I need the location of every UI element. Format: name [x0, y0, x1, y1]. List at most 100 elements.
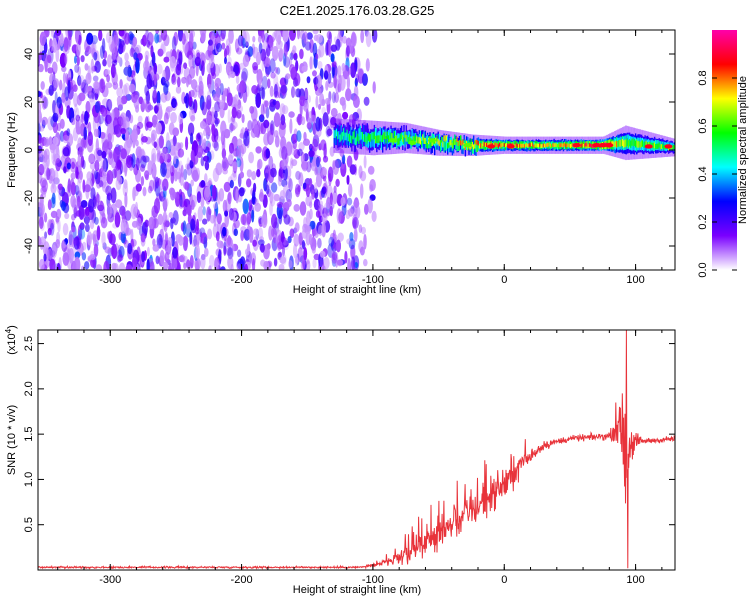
spectrogram-noise-speck — [62, 252, 70, 266]
spectrogram-noise-speck — [101, 231, 106, 247]
spectrogram-band-cell — [552, 143, 554, 147]
spectrogram-noise-speck — [107, 121, 114, 137]
spectrogram-noise-speck — [173, 31, 179, 46]
spectrogram-noise-speck — [155, 176, 159, 189]
spectrogram-noise-speck — [97, 204, 104, 211]
spectrogram-band-cell — [403, 137, 405, 144]
spectrogram-band-cell — [350, 127, 352, 142]
spectrogram-noise-speck — [277, 176, 282, 187]
spectrogram-band-cell — [386, 134, 389, 149]
spectrogram-noise-speck — [46, 167, 50, 181]
spectrogram-noise-speck — [369, 194, 376, 201]
spectrogram-noise-speck — [258, 79, 262, 88]
spectrogram-noise-speck — [98, 180, 104, 188]
spectrogram-noise-speck — [104, 246, 111, 254]
spectrogram-noise-speck — [211, 124, 216, 136]
spectrogram-noise-speck — [101, 150, 107, 159]
spectrogram-band-cell — [370, 133, 372, 142]
spectrogram-noise-speck — [332, 160, 336, 171]
spectrogram-noise-speck — [120, 231, 126, 244]
spectrogram-noise-speck — [55, 143, 60, 155]
spectrogram-band-cell — [528, 143, 530, 147]
spectrogram-noise-speck — [335, 178, 340, 187]
spectrogram-noise-speck — [211, 72, 217, 80]
spectrogram-noise-speck — [336, 208, 342, 224]
spectrogram-noise-speck — [269, 201, 273, 216]
spectrogram-noise-speck — [43, 253, 47, 262]
spectrogram-noise-speck — [244, 127, 249, 139]
spectrogram-noise-speck — [82, 159, 86, 170]
spectrogram-noise-speck — [214, 257, 220, 270]
spectrogram-noise-speck — [40, 185, 48, 195]
spectrogram-noise-speck — [101, 171, 107, 179]
spectrogram-noise-speck — [47, 138, 53, 146]
spectrogram-noise-speck — [274, 66, 278, 74]
spectrogram-noise-speck — [202, 138, 207, 150]
spectrogram-noise-speck — [359, 246, 365, 256]
spectrogram-noise-speck — [102, 58, 107, 67]
spectrogram-noise-speck — [214, 83, 219, 92]
spectrogram-hot-spot — [428, 138, 436, 143]
spectrogram-noise-speck — [278, 264, 285, 270]
spectrogram-band-cell — [445, 140, 448, 152]
spectrogram-noise-speck — [107, 133, 112, 143]
spectrogram-noise-speck — [270, 167, 277, 178]
spectrogram-noise-speck — [359, 183, 364, 199]
spectrogram-band-cell — [396, 135, 398, 149]
spectrogram-noise-speck — [251, 171, 257, 181]
spectrogram-band-cell — [357, 133, 359, 142]
spectrogram-noise-speck — [330, 107, 338, 118]
snr-x-ticks: -300 -200 -100 0 100 — [57, 330, 663, 586]
spectrogram-noise-speck — [172, 191, 177, 199]
spectrogram-noise-speck — [294, 222, 300, 233]
spectrogram-band-cell — [586, 143, 588, 148]
spectrogram-noise-speck — [59, 79, 63, 91]
spectrogram-band-cell — [354, 129, 357, 144]
spectrogram-noise-speck — [325, 80, 329, 91]
spectrogram-noise-speck — [178, 189, 183, 198]
spectrogram-noise-speck — [111, 160, 117, 169]
spectrogram-band-cell — [653, 142, 656, 148]
spectrogram-noise-speck — [77, 224, 83, 241]
spectrogram-band-cell — [422, 134, 424, 141]
spectrogram-band-cell — [406, 135, 409, 142]
spectrogram-noise-speck — [90, 187, 96, 201]
spectrogram-noise-speck — [95, 193, 101, 203]
spectrogram-noise-speck — [190, 149, 195, 162]
spectrogram-hot-spot — [664, 144, 673, 149]
spectrogram-noise-speck — [289, 30, 296, 41]
spectrogram-noise-speck — [281, 158, 288, 170]
spectrogram-band-cell — [663, 144, 665, 150]
spectrogram-band-cell — [455, 139, 457, 145]
spectrogram-noise-speck — [230, 263, 234, 270]
spectrogram-noise-speck — [183, 262, 187, 270]
spectrogram-noise-speck — [182, 236, 189, 245]
spectrogram-noise-speck — [183, 62, 188, 69]
spectrogram-noise-speck — [55, 239, 61, 249]
spectrogram-noise-speck — [74, 103, 78, 113]
spectrogram-band-cell — [559, 143, 561, 148]
spectrogram-noise-speck — [202, 138, 207, 150]
spectrogram-noise-speck — [172, 246, 178, 259]
spectrogram-noise-speck — [312, 70, 317, 77]
spectrogram-noise-speck — [341, 62, 346, 72]
spectrogram-noise-speck — [66, 243, 71, 253]
spectrogram-noise-speck — [315, 116, 321, 132]
spectrogram-noise-speck — [240, 230, 245, 242]
spectrogram-noise-speck — [248, 226, 254, 243]
spectrogram-noise-speck — [252, 61, 259, 71]
spectrogram-band-cell — [424, 137, 426, 144]
spectrogram-noise-speck — [196, 151, 203, 159]
spectrogram-noise-speck — [146, 258, 150, 270]
spectrogram-band-cell — [386, 131, 389, 139]
spectrogram-noise-speck — [221, 157, 229, 172]
spectrogram-band-cell — [452, 139, 455, 145]
spectrogram-noise-speck — [81, 241, 87, 251]
spectrogram-noise-speck — [292, 142, 297, 152]
spectrogram-noise-speck — [337, 232, 344, 242]
spectrogram-noise-speck — [200, 253, 206, 270]
spectrogram-noise-speck — [120, 148, 127, 160]
spectrogram-band-cell — [367, 133, 370, 141]
spectrogram-noise-speck — [144, 101, 152, 113]
spectrogram-noise-speck — [293, 233, 300, 247]
